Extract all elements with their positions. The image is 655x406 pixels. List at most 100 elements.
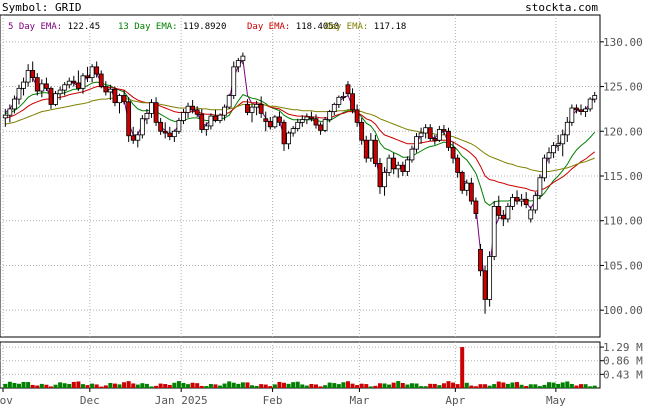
candle-body bbox=[478, 248, 483, 272]
volume-bar bbox=[282, 382, 287, 388]
volume-bar bbox=[565, 381, 570, 388]
candle-body bbox=[400, 164, 406, 172]
volume-bar bbox=[400, 383, 405, 388]
volume-bar bbox=[90, 383, 95, 388]
volume-bar bbox=[387, 384, 392, 388]
volume-bar bbox=[103, 385, 108, 388]
volume-bar bbox=[505, 383, 510, 388]
volume-bar bbox=[441, 383, 446, 388]
date-tick-label: Mar bbox=[349, 394, 369, 406]
candle-body bbox=[532, 195, 538, 211]
volume-bar bbox=[131, 383, 136, 388]
candle-body bbox=[48, 87, 54, 105]
candle-body bbox=[144, 112, 150, 120]
volume-bar bbox=[231, 382, 236, 388]
candle-body bbox=[226, 95, 232, 108]
legend-mid-ema: Day EMA: 118.4050 bbox=[247, 22, 339, 32]
candle-body bbox=[286, 132, 291, 145]
price-y-axis: 100.00 105.00 110.00 115.00 120.00 125.00 130.… bbox=[600, 36, 643, 317]
candle-body bbox=[185, 105, 191, 113]
candle-body bbox=[2, 114, 8, 119]
volume-bar bbox=[44, 384, 49, 388]
volume-bar bbox=[313, 384, 318, 388]
candle-body bbox=[583, 108, 588, 112]
candle-body bbox=[592, 95, 598, 100]
candle-body bbox=[126, 101, 132, 137]
candle-body bbox=[30, 70, 36, 79]
volume-bar bbox=[524, 386, 529, 388]
candle-body bbox=[135, 134, 141, 141]
candle-body bbox=[39, 83, 45, 92]
volume-bar bbox=[58, 382, 63, 388]
volume-bar bbox=[108, 382, 113, 388]
candle-body bbox=[368, 139, 374, 159]
candle-body bbox=[66, 80, 72, 86]
candle-body bbox=[414, 136, 419, 150]
candle-body bbox=[523, 198, 529, 206]
volume-bar bbox=[21, 381, 26, 388]
candle-body bbox=[363, 139, 369, 159]
volume-bar bbox=[496, 381, 501, 388]
volume-bar bbox=[227, 381, 232, 388]
volume-bar bbox=[250, 385, 255, 388]
volume-bar bbox=[560, 382, 565, 388]
volume-bar bbox=[112, 383, 117, 388]
candle-body bbox=[441, 129, 447, 132]
candle-body bbox=[418, 132, 424, 138]
candle-body bbox=[496, 206, 502, 216]
volume-bar bbox=[446, 381, 451, 388]
volume-bar bbox=[158, 383, 163, 388]
candle-body bbox=[117, 95, 122, 104]
candle-body bbox=[277, 116, 282, 123]
candle-body bbox=[377, 163, 383, 188]
volume-bar bbox=[208, 383, 213, 388]
candle-body bbox=[290, 128, 296, 134]
legend-5day: 5 Day EMA: 122.45 bbox=[8, 22, 100, 32]
volume-bar bbox=[556, 383, 561, 388]
volume-tick-label: 0.86 M bbox=[603, 355, 643, 368]
candle-body bbox=[249, 106, 255, 113]
volume-bar bbox=[451, 382, 456, 388]
candle-body bbox=[514, 197, 520, 202]
volume-bar bbox=[569, 383, 574, 388]
date-x-axis: Nov Dec Jan 2025 Feb Mar Apr May bbox=[0, 388, 566, 406]
volume-bar bbox=[537, 386, 542, 388]
volume-bar bbox=[181, 382, 186, 388]
symbol-label: Symbol: GRID bbox=[2, 1, 81, 14]
candle-body bbox=[34, 77, 40, 92]
volume-bar bbox=[350, 383, 355, 388]
volume-bar bbox=[341, 382, 346, 388]
candlesticks bbox=[2, 52, 598, 314]
candle-body bbox=[487, 256, 493, 300]
candle-body bbox=[382, 172, 387, 188]
candle-body bbox=[372, 139, 378, 164]
candle-body bbox=[386, 157, 392, 173]
candle-body bbox=[258, 104, 264, 114]
volume-bar bbox=[236, 383, 241, 388]
volume-bar bbox=[483, 384, 488, 388]
candle-body bbox=[564, 121, 570, 136]
volume-bar bbox=[240, 382, 245, 388]
volume-bar bbox=[190, 382, 195, 388]
volume-bar bbox=[409, 383, 414, 388]
candle-body bbox=[245, 104, 250, 113]
candle-body bbox=[176, 120, 182, 132]
candle-body bbox=[222, 106, 228, 116]
volume-bar bbox=[414, 383, 419, 388]
volume-bar bbox=[94, 384, 99, 388]
candle-body bbox=[89, 66, 95, 79]
volume-bar bbox=[30, 384, 35, 388]
candle-body bbox=[491, 206, 497, 257]
candle-body bbox=[53, 93, 58, 105]
volume-bar bbox=[39, 383, 44, 388]
date-tick-label: Jan 2025 bbox=[155, 394, 208, 406]
volume-bar bbox=[469, 385, 474, 388]
candle-body bbox=[537, 177, 543, 197]
candle-body bbox=[149, 102, 154, 114]
volume-bar bbox=[455, 384, 460, 388]
volume-bar bbox=[286, 383, 291, 388]
price-tick-label: 125.00 bbox=[603, 81, 643, 94]
volume-bar bbox=[501, 382, 506, 388]
